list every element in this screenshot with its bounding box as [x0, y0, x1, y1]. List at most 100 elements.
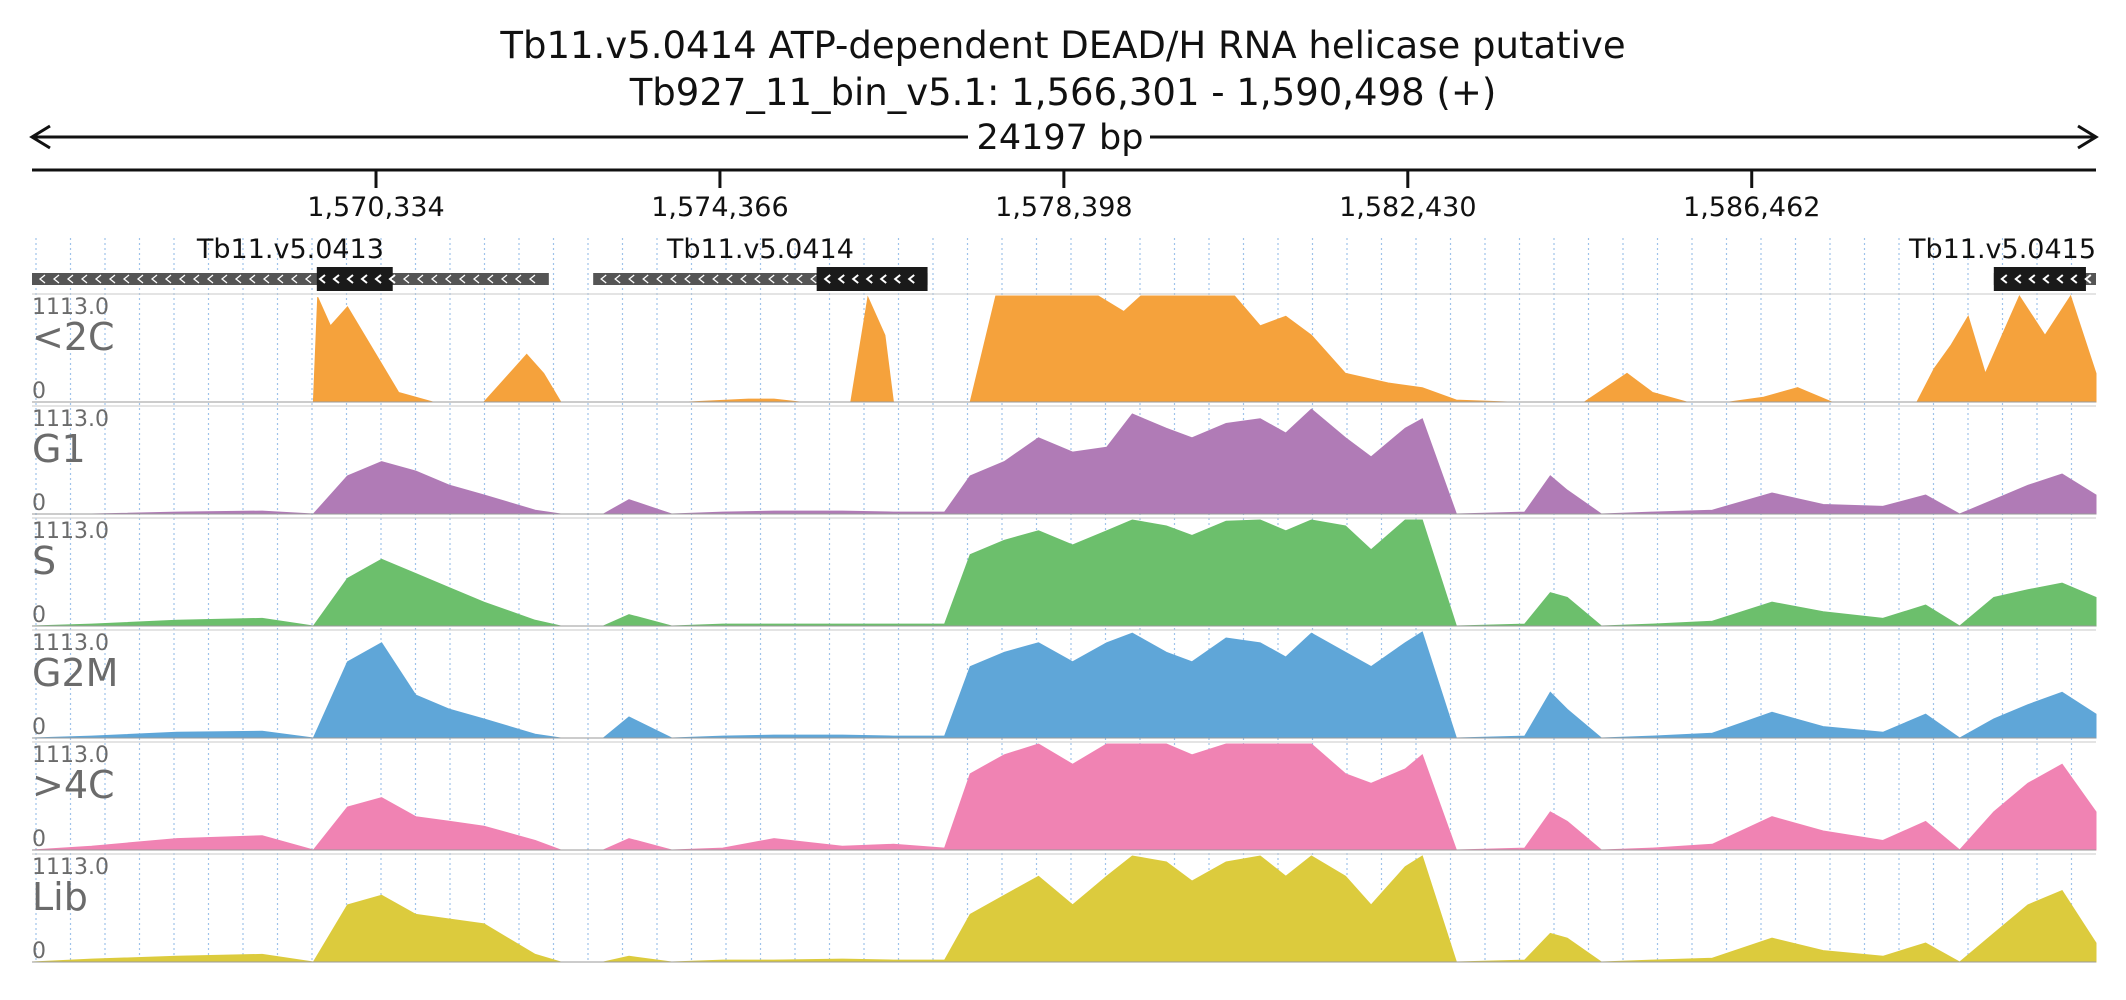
coverage-area: [31, 743, 2097, 851]
strand-chevron-icon: [698, 274, 705, 284]
strand-chevron-icon: [740, 274, 747, 284]
strand-chevron-icon: [136, 274, 144, 284]
strand-chevron-icon: [810, 274, 817, 284]
gene-label: Tb11.v5.0414: [666, 234, 854, 265]
strand-chevron-icon: [528, 274, 536, 284]
coverage-area: [32, 294, 2097, 403]
strand-chevron-icon: [2042, 274, 2050, 284]
gene-cds: [816, 267, 928, 291]
strand-chevron-icon: [500, 274, 508, 284]
gridlines: [35, 238, 2073, 962]
track-name: >4C: [32, 763, 115, 807]
strand-chevron-icon: [2000, 274, 2008, 284]
chart-title: Tb11.v5.0414 ATP-dependent DEAD/H RNA he…: [499, 24, 1625, 67]
strand-chevron-icon: [192, 274, 200, 284]
strand-chevron-icon: [458, 274, 466, 284]
strand-chevron-icon: [2070, 274, 2078, 284]
strand-chevron-icon: [38, 274, 46, 284]
strand-chevron-icon: [823, 274, 831, 284]
strand-chevron-icon: [670, 274, 677, 284]
chart-subtitle: Tb927_11_bin_v5.1: 1,566,301 - 1,590,498…: [629, 71, 1497, 114]
strand-chevron-icon: [262, 274, 270, 284]
strand-chevron-icon: [304, 274, 312, 284]
strand-chevron-icon: [656, 274, 663, 284]
gene-label: Tb11.v5.0413: [196, 234, 384, 265]
coverage-area: [31, 855, 2097, 963]
span-label: 24197 bp: [977, 118, 1144, 158]
strand-chevron-icon: [684, 274, 691, 284]
strand-chevron-icon: [865, 274, 873, 284]
tick-label: 1,578,398: [995, 192, 1132, 223]
coverage-area: [31, 631, 2097, 739]
strand-chevron-icon: [768, 274, 775, 284]
strand-chevron-icon: [108, 274, 116, 284]
tick-label: 1,582,430: [1339, 192, 1476, 223]
strand-chevron-icon: [2014, 274, 2022, 284]
track-name: G1: [32, 427, 86, 471]
strand-chevron-icon: [628, 274, 635, 284]
gene-body: [32, 273, 549, 285]
strand-chevron-icon: [2028, 274, 2036, 284]
gene-model[interactable]: Tb11.v5.0413: [32, 234, 549, 291]
track-min-label: 0: [32, 491, 46, 516]
gene-model[interactable]: Tb11.v5.0414: [593, 234, 928, 291]
strand-chevron-icon: [94, 274, 102, 284]
strand-chevron-icon: [907, 274, 915, 284]
strand-chevron-icon: [178, 274, 186, 284]
arrow-left-icon: [29, 124, 51, 150]
track-min-label: 0: [32, 603, 46, 628]
track-max-label: 1113.0: [32, 855, 109, 880]
strand-chevron-icon: [472, 274, 480, 284]
strand-chevron-icon: [2084, 274, 2092, 284]
strand-chevron-icon: [782, 274, 789, 284]
gene-label: Tb11.v5.0415: [1908, 234, 2096, 265]
strand-chevron-icon: [206, 274, 214, 284]
strand-chevron-icon: [80, 274, 88, 284]
track-max-label: 1113.0: [32, 295, 109, 320]
gene-cds: [316, 267, 393, 291]
coverage-track: 1113.0<2C 0: [32, 293, 2097, 404]
strand-chevron-icon: [52, 274, 60, 284]
track-min-label: 0: [32, 939, 46, 964]
track-name: <2C: [32, 315, 115, 359]
strand-chevron-icon: [754, 274, 761, 284]
strand-chevron-icon: [893, 274, 901, 284]
strand-chevron-icon: [486, 274, 494, 284]
strand-chevron-icon: [600, 274, 607, 284]
strand-chevron-icon: [360, 274, 368, 284]
tick-label: 1,570,334: [307, 192, 444, 223]
strand-chevron-icon: [430, 274, 438, 284]
strand-chevron-icon: [276, 274, 284, 284]
strand-chevron-icon: [514, 274, 522, 284]
strand-chevron-icon: [402, 274, 410, 284]
tick-label: 1,574,366: [651, 192, 788, 223]
strand-chevron-icon: [66, 274, 74, 284]
coverage-area: [32, 408, 2097, 515]
track-max-label: 1113.0: [32, 743, 109, 768]
strand-chevron-icon: [726, 274, 733, 284]
strand-chevron-icon: [290, 274, 298, 284]
x-axis-ticks: 1,570,334 1,574,366 1,578,398 1,582,430 1,58…: [307, 170, 1820, 223]
strand-chevron-icon: [712, 274, 719, 284]
arrow-right-icon: [2077, 124, 2099, 150]
strand-chevron-icon: [220, 274, 228, 284]
strand-chevron-icon: [796, 274, 803, 284]
gene-model[interactable]: Tb11.v5.0415: [1908, 234, 2096, 291]
strand-chevron-icon: [346, 274, 354, 284]
strand-chevron-icon: [416, 274, 424, 284]
tick-label: 1,586,462: [1683, 192, 1820, 223]
coverage-area: [31, 519, 2097, 627]
track-min-label: 0: [32, 379, 46, 404]
strand-chevron-icon: [248, 274, 256, 284]
coverage-tracks: 1113.0<2C01113.0G101113.0S01113.0G2M0111…: [31, 293, 2097, 964]
coverage-track: 1113.0>4C 0: [31, 741, 2097, 852]
strand-chevron-icon: [444, 274, 452, 284]
track-max-label: 1113.0: [32, 631, 109, 656]
coverage-track: 1113.0G1 0: [32, 405, 2097, 516]
strand-chevron-icon: [642, 274, 649, 284]
track-name: G2M: [32, 651, 118, 695]
strand-chevron-icon: [150, 274, 158, 284]
strand-chevron-icon: [234, 274, 242, 284]
